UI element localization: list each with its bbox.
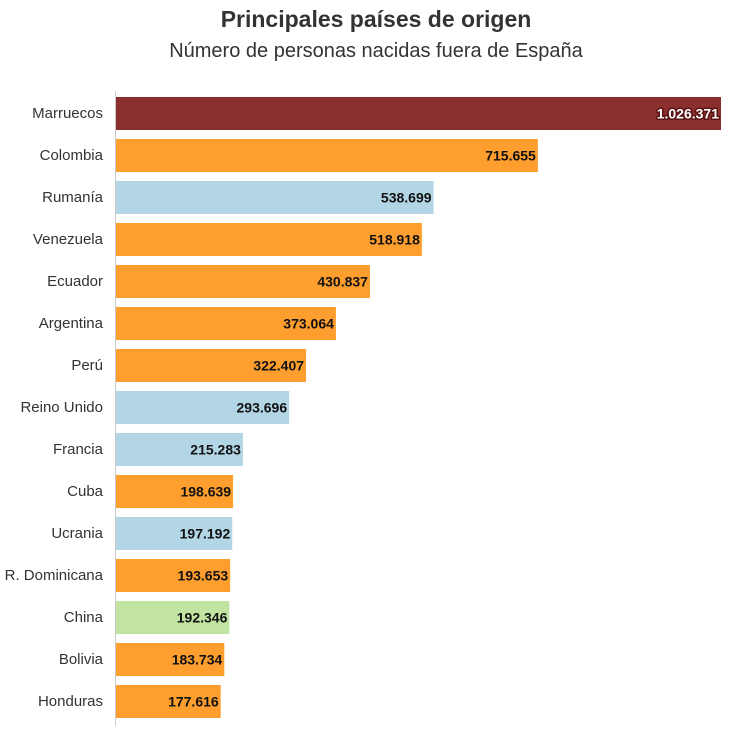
category-label: Francia [53,441,104,458]
bar-5 [116,307,336,340]
category-label: Honduras [38,693,103,710]
value-label: 293.696 [237,400,288,416]
bar-2 [116,181,434,214]
category-label: Colombia [40,147,104,164]
value-label: 198.639 [180,484,231,500]
bar-4 [116,265,370,298]
value-label: 215.283 [190,442,241,458]
bar-8 [116,433,243,466]
bar-13 [116,643,225,676]
value-label: 193.653 [178,568,229,584]
value-label: 715.655 [485,148,536,164]
chart-subtitle: Número de personas nacidas fuera de Espa… [169,40,583,62]
category-label: R. Dominicana [5,567,104,584]
bar-14 [116,685,221,718]
value-label: 183.734 [172,652,223,668]
chart-title: Principales países de origen [220,6,532,32]
bar-0 [116,97,721,130]
value-label: 177.616 [168,694,219,710]
value-label: 192.346 [177,610,228,626]
value-label: 1.026.371 [657,106,719,122]
category-label: Marruecos [32,105,103,122]
value-label: 518.918 [369,232,420,248]
category-label: Cuba [67,483,104,500]
category-label: Ucrania [51,525,103,542]
category-label: Perú [71,357,103,374]
bar-9 [116,475,234,508]
category-label: China [64,609,104,626]
value-label: 538.699 [381,190,432,206]
category-label: Venezuela [33,231,104,248]
bar-3 [116,223,422,256]
value-label: 322.407 [253,358,304,374]
bar-7 [116,391,290,424]
bar-12 [116,601,230,634]
value-label: 373.064 [283,316,334,332]
bar-10 [116,517,233,550]
value-label: 197.192 [180,526,231,542]
category-label: Argentina [39,315,104,332]
bar-1 [116,139,538,172]
bar-11 [116,559,231,592]
bar-6 [116,349,307,382]
category-label: Rumanía [42,189,104,206]
category-label: Ecuador [47,273,103,290]
value-label: 430.837 [317,274,368,290]
category-label: Bolivia [59,651,104,668]
category-label: Reino Unido [20,399,103,416]
